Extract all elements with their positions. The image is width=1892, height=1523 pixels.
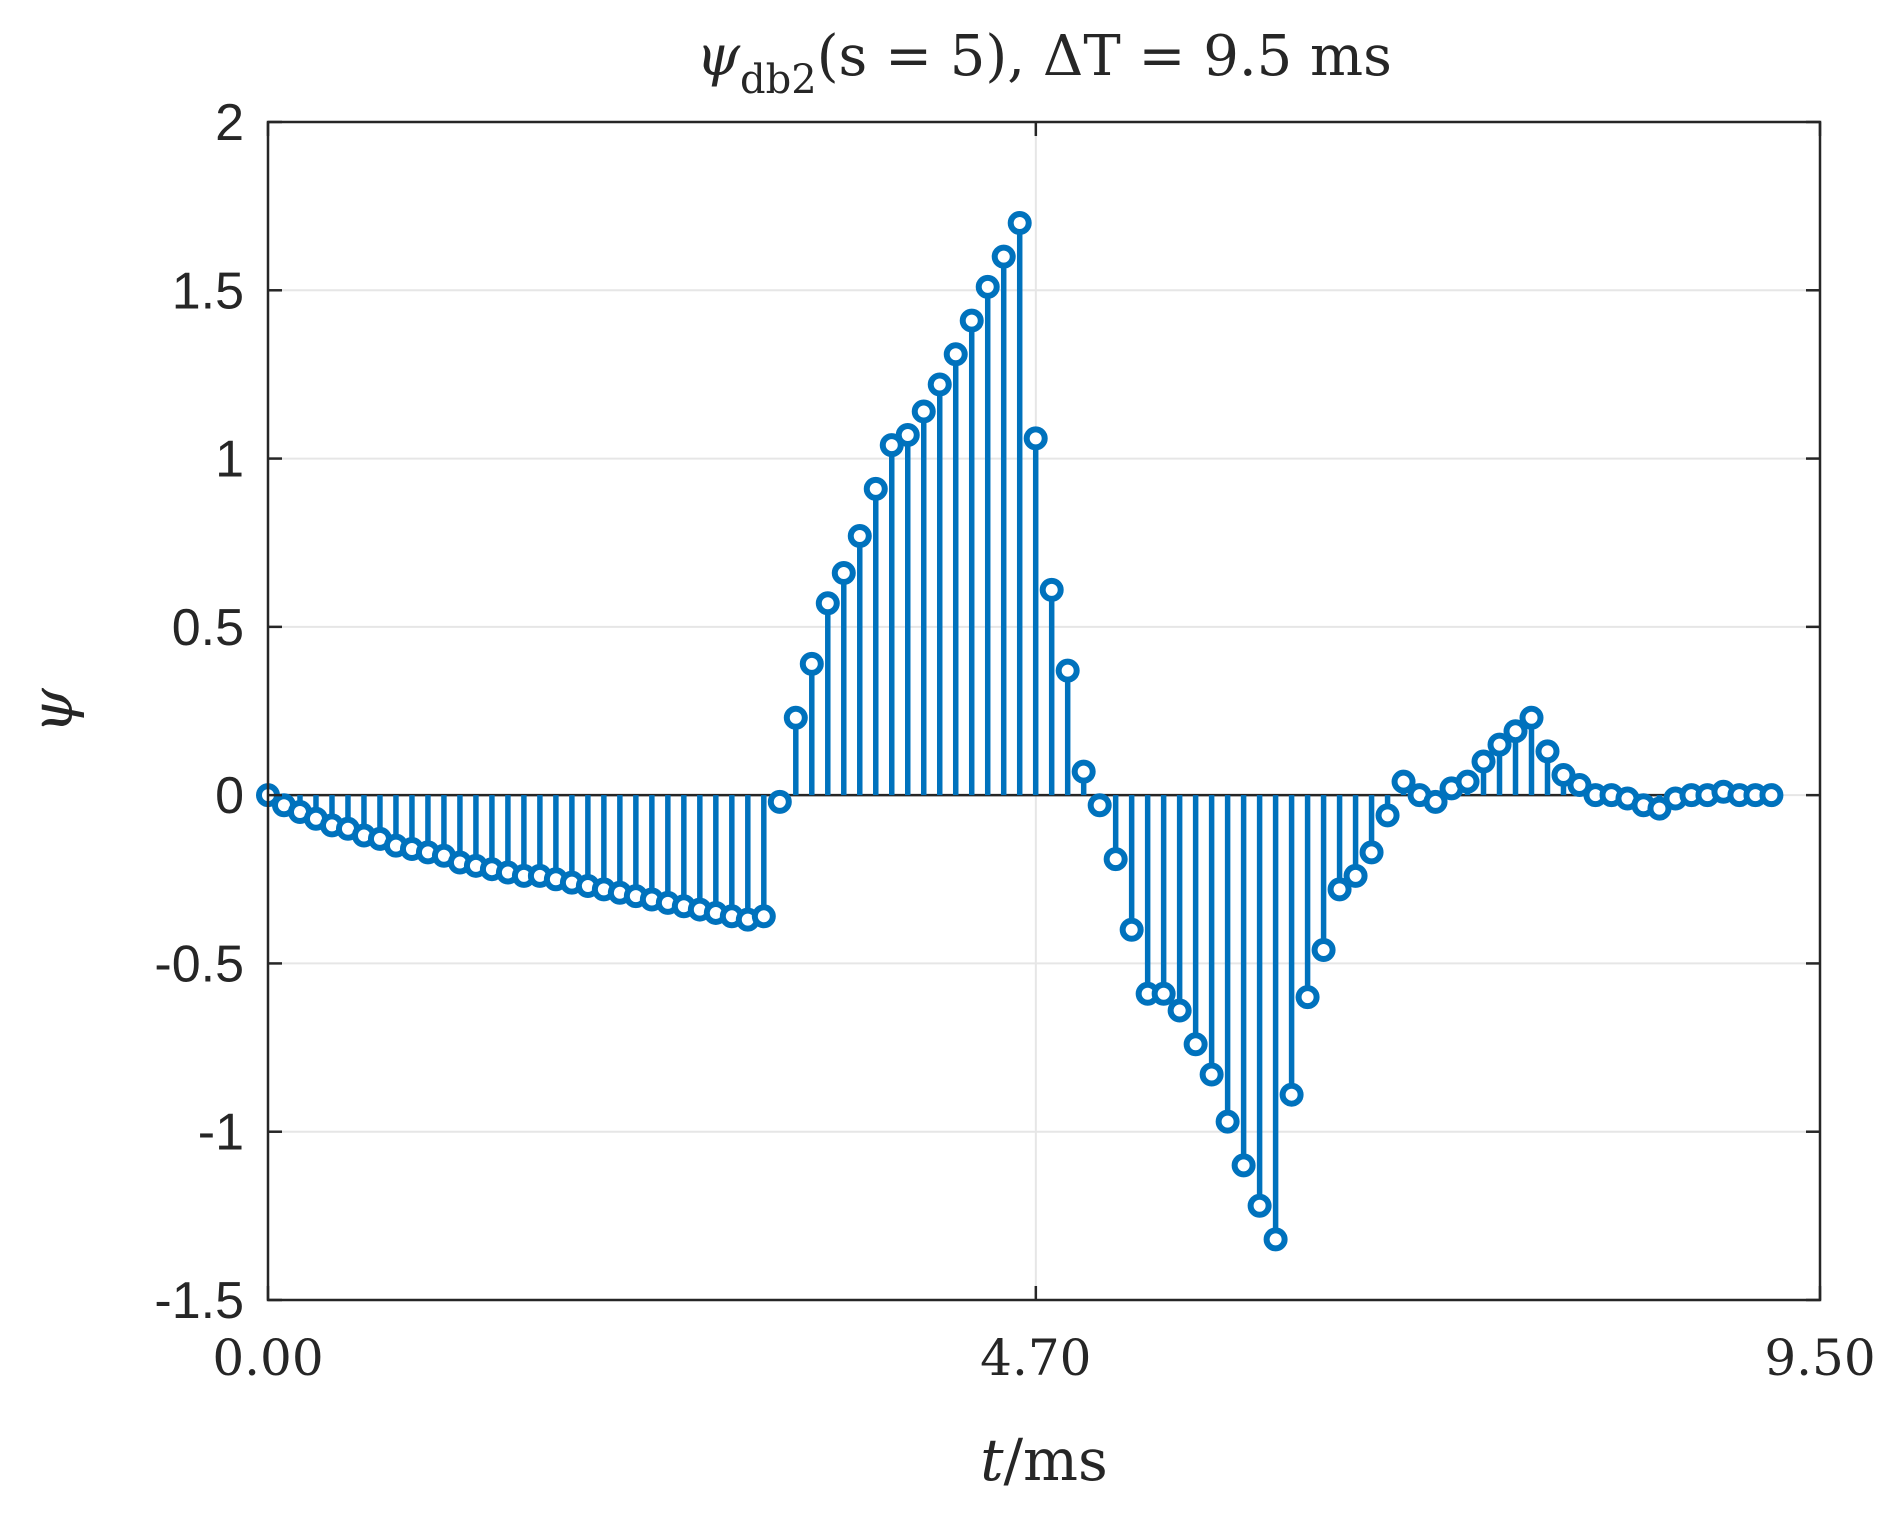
stem-marker [863, 476, 888, 501]
stem-marker [1263, 1227, 1288, 1252]
y-tick-label: 1 [215, 431, 244, 489]
stem-marker [879, 433, 904, 458]
stem-marker [815, 591, 840, 616]
x-axis-label: t/ms [980, 1426, 1108, 1494]
grid-lines [267, 121, 1821, 1301]
stem-marker [1215, 1109, 1240, 1134]
stem-marker [783, 705, 808, 730]
stem-marker [1359, 840, 1384, 865]
y-axis-label: ψ [18, 688, 86, 734]
stem-marker [1375, 803, 1400, 828]
stem-marker [1455, 769, 1480, 794]
chart-title: ψdb2(s = 5), ΔT = 9.5 ms [696, 24, 1392, 103]
title-rest: (s = 5), ΔT = 9.5 ms [817, 24, 1392, 89]
stem-marker [927, 372, 952, 397]
y-tick-label: 1.5 [172, 262, 244, 320]
stem-marker [1471, 749, 1496, 774]
stem-marker [767, 789, 792, 814]
x-tick-label: 4.70 [980, 1329, 1091, 1387]
stem-marker [1519, 705, 1544, 730]
stem-marker [1103, 847, 1128, 872]
stem-marker [1199, 1062, 1224, 1087]
x-axis-label-unit: /ms [1004, 1426, 1108, 1494]
y-tick-label: 0.5 [172, 599, 244, 657]
stem-marker [1311, 937, 1336, 962]
stem-marker [831, 561, 856, 586]
stem-marker [1007, 210, 1032, 235]
stem-marker [1167, 998, 1192, 1023]
stem-marker [1327, 877, 1352, 902]
stem-marker [1551, 762, 1576, 787]
stem-marker [1231, 1153, 1256, 1178]
stem-marker [1423, 789, 1448, 814]
stem-marker [975, 274, 1000, 299]
stem-marker [1247, 1193, 1272, 1218]
stem-marker [1343, 863, 1368, 888]
y-tick-label: -1.5 [154, 1272, 244, 1330]
stem-marker [1023, 426, 1048, 451]
stem-marker [1295, 985, 1320, 1010]
plot-frame [266, 120, 1822, 1302]
stem-marker [959, 308, 984, 333]
stem-marker [1119, 917, 1144, 942]
stem-marker [1487, 732, 1512, 757]
stem-marker [1151, 981, 1176, 1006]
stem-marker [1039, 577, 1064, 602]
stem-marker [943, 342, 968, 367]
title-psi: ψ [696, 24, 741, 89]
stem-marker [1567, 773, 1592, 798]
title-subscript: db2 [740, 57, 817, 103]
y-tick-label: 2 [215, 94, 244, 152]
stem-marker [1391, 769, 1416, 794]
stem-series [256, 210, 1784, 1252]
x-tick-label: 9.50 [1764, 1329, 1875, 1387]
stem-marker [847, 523, 872, 548]
stem-marker [1055, 658, 1080, 683]
stem-marker [1279, 1082, 1304, 1107]
axis-ticks: -1.5 -1 -0.5 0 0.5 1 1.5 2 0.00 4.70 9.50 [154, 94, 1875, 1387]
stem-marker [1503, 719, 1528, 744]
stem-marker [799, 651, 824, 676]
stem-marker [1647, 796, 1672, 821]
stem-marker [991, 244, 1016, 269]
x-axis-label-var: t [980, 1426, 1004, 1494]
x-tick-label: 0.00 [212, 1329, 323, 1387]
y-tick-label: -1 [198, 1104, 244, 1162]
stem-marker [1535, 739, 1560, 764]
y-tick-label: -0.5 [154, 935, 244, 993]
stem-marker [1071, 759, 1096, 784]
stem-marker [1183, 1032, 1208, 1057]
y-tick-label: 0 [215, 767, 244, 825]
stem-marker [911, 399, 936, 424]
stem-marker [1087, 793, 1112, 818]
stem-marker [1759, 783, 1784, 808]
stem-marker [895, 423, 920, 448]
stem-marker [751, 904, 776, 929]
